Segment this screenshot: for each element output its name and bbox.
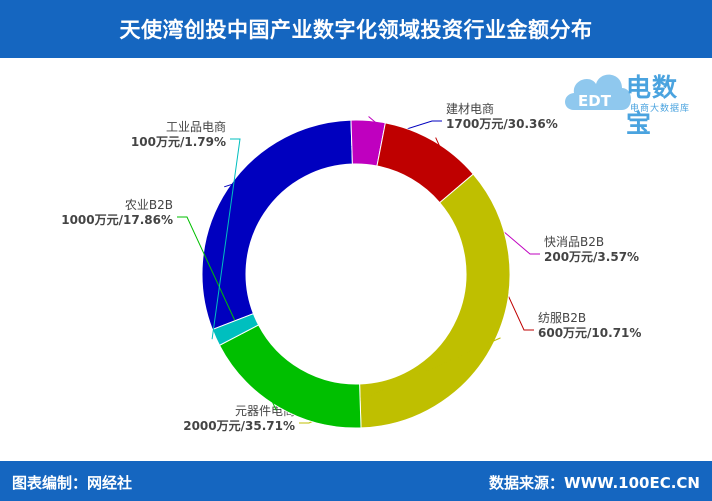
leader-line-4 [177, 216, 277, 411]
slice-name-label: 农业B2B [125, 198, 173, 212]
leader-line-3 [299, 337, 501, 424]
logo-text: 电数宝 [626, 73, 679, 138]
donut-slice-3 [359, 173, 511, 429]
slice-name-label: 快消品B2B [544, 235, 604, 249]
footer: 图表编制：网经社 数据来源：WWW.100EC.CN [0, 461, 712, 501]
cloud-logo-icon: EDT [565, 74, 631, 110]
chart-title: 天使湾创投中国产业数字化领域投资行业金额分布 [0, 0, 712, 58]
slice-name-label: 纺服B2B [538, 311, 586, 325]
slice-name-label: 建材电商 [446, 101, 494, 116]
footer-source: 数据来源：WWW.100EC.CN [489, 474, 700, 492]
leader-line-0 [224, 120, 442, 188]
slice-value-label: 1700万元/30.36% [446, 117, 558, 131]
footer-credit: 图表编制：网经社 [12, 474, 133, 492]
slice-value-label: 200万元/3.57% [544, 250, 639, 264]
slice-value-label: 2000万元/35.71% [183, 419, 295, 433]
donut-slice-5 [211, 313, 260, 346]
slice-value-label: 1000万元/17.86% [61, 213, 173, 227]
leader-line-5 [211, 138, 241, 340]
slice-value-label: 100万元/1.79% [131, 135, 226, 149]
slice-name-label: 工业品电商 [166, 119, 226, 134]
logo-icon-text: EDT [578, 92, 612, 110]
logo-subtitle: 电商大数据库 [630, 104, 691, 114]
logo: EDT 电数宝 电商大数据库 [560, 62, 700, 138]
slice-value-label: 600万元/10.71% [538, 326, 641, 340]
